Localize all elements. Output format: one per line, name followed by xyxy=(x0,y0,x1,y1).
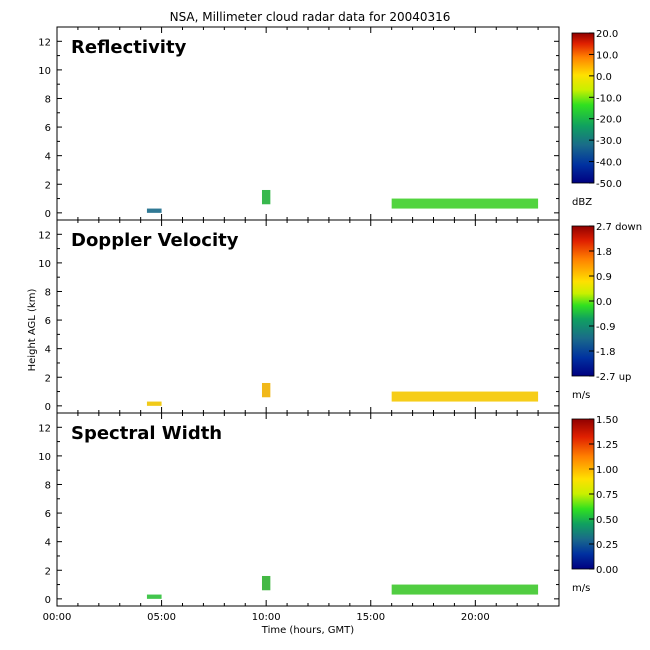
x-tick-label: 00:00 xyxy=(43,612,72,623)
panel-spectral-width: 0 2 4 6 8 10 12 Spectral Width 1.50 1.25 1.00 0.75 0… xyxy=(38,412,618,607)
x-axis-label: Time (hours, GMT) xyxy=(261,625,355,636)
colorbar-label: 0.50 xyxy=(596,515,618,526)
x-tick-label: 20:00 xyxy=(461,612,490,623)
colorbar xyxy=(571,32,595,184)
y-tick-label: 10 xyxy=(38,66,51,77)
colorbar-label: -2.7 up xyxy=(596,372,631,383)
y-tick-label: 6 xyxy=(45,123,51,134)
y-tick-label: 12 xyxy=(38,37,51,48)
y-tick-label: 2 xyxy=(45,373,51,384)
colorbar-unit: dBZ xyxy=(572,197,592,208)
panel-frame xyxy=(56,412,560,607)
colorbar-label: 0.0 xyxy=(596,297,612,308)
colorbar-label: -0.9 xyxy=(596,322,616,333)
y-tick-label: 12 xyxy=(38,230,51,241)
colorbar-unit: m/s xyxy=(572,390,590,401)
colorbar-label: 20.0 xyxy=(596,29,618,40)
y-tick-label: 8 xyxy=(45,287,51,298)
y-tick-label: 10 xyxy=(38,452,51,463)
colorbar-unit: m/s xyxy=(572,583,590,594)
y-tick-label: 2 xyxy=(45,566,51,577)
colorbar-label: -1.8 xyxy=(596,347,616,358)
y-tick-label: 0 xyxy=(45,209,51,220)
panel-doppler-velocity: 0 2 4 6 8 10 12 Doppler Velocity 2.7 down 1.8 0.9 0… xyxy=(38,219,642,414)
y-tick-label: 4 xyxy=(45,538,51,549)
colorbar-label: -50.0 xyxy=(596,179,622,190)
y-tick-label: 0 xyxy=(45,595,51,606)
colorbar-label: 2.7 down xyxy=(596,222,642,233)
y-tick-label: 0 xyxy=(45,402,51,413)
y-tick-label: 8 xyxy=(45,480,51,491)
y-tick-label: 4 xyxy=(45,345,51,356)
echo-0 xyxy=(146,594,162,599)
x-tick-label: 05:00 xyxy=(147,612,176,623)
echo-1 xyxy=(261,189,271,205)
y-axis-label: Height AGL (km) xyxy=(27,289,38,372)
colorbar-label: 10.0 xyxy=(596,50,618,61)
colorbar-label: 1.50 xyxy=(596,415,618,426)
y-tick-label: 12 xyxy=(38,423,51,434)
echo-0 xyxy=(146,401,162,406)
colorbar-label: 1.8 xyxy=(596,247,612,258)
y-tick-label: 6 xyxy=(45,316,51,327)
echo-2 xyxy=(391,198,539,209)
panel-reflectivity: 0 2 4 6 8 10 12 Reflectivity 20.0 10.0 0.0 -10.0 -20… xyxy=(38,26,622,221)
colorbar-label: 0.75 xyxy=(596,490,618,501)
echo-1 xyxy=(261,382,271,398)
colorbar-label: 0.0 xyxy=(596,72,612,83)
panel-label: Doppler Velocity xyxy=(71,230,239,251)
panel-frame xyxy=(56,26,560,221)
y-tick-label: 10 xyxy=(38,259,51,270)
panel-frame xyxy=(56,219,560,414)
chart-title: NSA, Millimeter cloud radar data for 200… xyxy=(170,10,451,24)
y-tick-label: 2 xyxy=(45,180,51,191)
panel-label: Spectral Width xyxy=(71,423,222,444)
echo-2 xyxy=(391,584,539,595)
x-tick-label: 15:00 xyxy=(356,612,385,623)
panel-label: Reflectivity xyxy=(71,37,187,58)
colorbar-label: 1.00 xyxy=(596,465,618,476)
x-tick-label: 10:00 xyxy=(252,612,281,623)
colorbar-label: -40.0 xyxy=(596,158,622,169)
colorbar-label: 0.9 xyxy=(596,272,612,283)
colorbar-label: -30.0 xyxy=(596,136,622,147)
colorbar-label: 0.00 xyxy=(596,565,618,576)
y-tick-label: 6 xyxy=(45,509,51,520)
colorbar-label: 1.25 xyxy=(596,440,618,451)
echo-2 xyxy=(391,391,539,402)
echo-1 xyxy=(261,575,271,591)
y-tick-label: 4 xyxy=(45,152,51,163)
y-tick-label: 8 xyxy=(45,94,51,105)
colorbar-label: 0.25 xyxy=(596,540,618,551)
echo-0 xyxy=(146,208,162,213)
colorbar-label: -10.0 xyxy=(596,93,622,104)
colorbar-label: -20.0 xyxy=(596,115,622,126)
